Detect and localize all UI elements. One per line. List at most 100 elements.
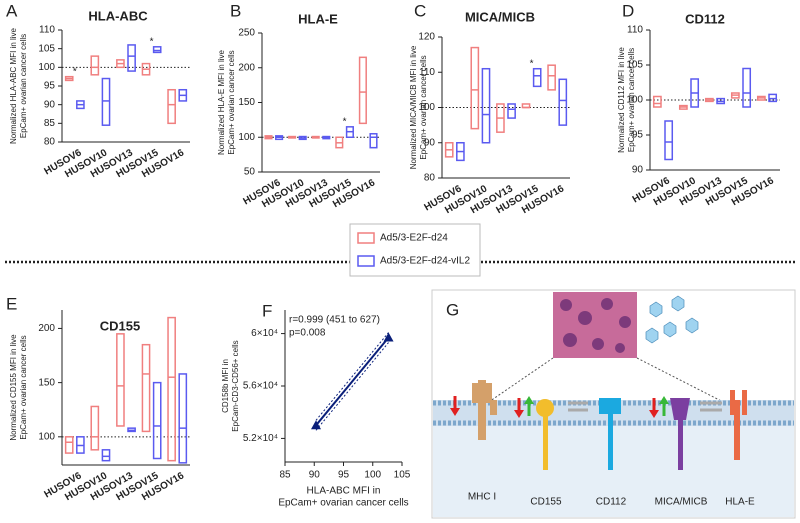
y-tick-label: 100 [238,132,255,143]
x-tick-label: 90 [309,470,321,481]
y-tick-label: 100 [626,95,643,106]
chart-title: MICA/MICB [465,9,535,24]
y-tick-label: 250 [238,28,255,39]
range-box [358,56,367,125]
panel-letter: G [446,300,459,319]
panel-letter: F [262,301,272,320]
molecule-label: CD155 [530,497,562,508]
significance-star: * [150,36,154,47]
range-box [90,405,100,451]
range-box [369,133,378,149]
range-box [116,333,125,427]
y-axis-label: Normalized MICA/MICB MFI in live [409,45,418,169]
molecule-label: MHC I [468,492,496,503]
x-tick-label: 95 [338,470,350,481]
significance-star: * [530,58,534,69]
regression-line [315,336,390,426]
y-axis-label: CD158b MFI in [221,359,230,413]
zoom-line [479,357,554,409]
hla-e [730,390,747,460]
y-tick-label: 95 [632,130,644,141]
y-tick-label: 5.6×10⁴ [243,381,278,392]
legend-swatch [357,232,375,244]
chart-title: HLA-E [298,11,338,26]
y-tick-label: 100 [38,62,55,73]
y-tick-label: 110 [39,25,55,36]
confidence-band [315,342,389,431]
y-tick-label: 6×10⁴ [251,328,278,339]
legend-swatch [357,255,375,267]
range-box [178,373,188,464]
range-box [481,67,491,144]
molecule-label: HLA-E [725,497,755,508]
range-box [507,103,516,119]
x-tick-label: 85 [279,470,291,481]
y-tick-label: 110 [419,67,435,78]
molecule-label: MICA/MICB [655,497,708,508]
range-box [532,67,542,88]
range-box [101,449,111,462]
legend-label: Ad5/3-E2F-d24 [380,233,448,244]
y-tick-label: 95 [44,81,56,92]
range-box [141,343,151,433]
range-box [127,44,136,72]
x-axis-label: EpCam+ ovarian cancer cells [278,498,408,509]
y-axis-label: EpCam-CD3-CD56+ cells [231,340,240,431]
virus-icons [645,295,699,344]
nuclei [560,298,631,353]
significance-star: * [343,116,347,127]
y-tick-label: 105 [626,60,643,71]
panel-letter: C [414,1,426,20]
y-tick-label: 105 [38,43,55,54]
molecule-label: CD112 [596,497,627,508]
y-tick-label: 200 [38,323,55,334]
y-tick-label: 120 [418,32,435,43]
y-tick-label: 150 [238,97,255,108]
y-tick-label: 150 [38,377,55,388]
cd112 [599,398,621,470]
y-tick-label: 110 [627,25,643,36]
y-tick-label: 100 [38,431,55,442]
range-box [152,46,162,54]
y-tick-label: 85 [44,118,56,129]
range-box [90,55,100,76]
x-tick-label: 105 [394,470,411,481]
y-tick-label: 90 [424,137,436,148]
y-tick-label: 90 [632,165,644,176]
panel-letter: D [622,1,634,20]
y-axis-label: EpCam+ ovarian cancer cells [419,55,428,159]
x-axis-label: HLA-ABC MFI in [307,486,381,497]
data-point [311,420,322,430]
confidence-band [315,332,389,421]
y-axis-label: EpCam+ ovarian cancer cells [19,34,28,138]
regulation-arrows [450,396,722,418]
y-tick-label: 80 [44,137,56,148]
range-box [152,381,162,460]
y-tick-label: 90 [44,99,56,110]
range-box [664,120,674,161]
y-axis-label: EpCam+ ovarian cancer cells [227,50,236,154]
panel-letter: E [6,294,17,313]
y-axis-label: Normalized CD155 MFI in live [9,334,18,441]
chart-title: CD112 [685,11,725,26]
y-axis-label: EpCam+ ovarian cancer cells [19,335,28,439]
y-tick-label: 80 [424,173,436,184]
chart-title: CD155 [100,318,140,333]
y-axis-label: Normalized CD112 MFI in live [617,47,626,153]
range-box [547,64,556,91]
cd155 [536,399,554,470]
y-tick-label: 100 [418,102,435,113]
significance-star: * [73,66,77,77]
x-tick-label: 100 [364,470,381,481]
data-point [383,332,394,342]
mhc-i [472,380,497,440]
y-tick-label: 5.2×10⁴ [243,433,278,444]
legend-label: Ad5/3-E2F-d24-vIL2 [380,256,470,267]
panel-letter: A [6,1,18,20]
range-box [742,67,752,108]
mica-micb [670,398,690,470]
range-box [167,88,176,125]
stat-annotation: p=0.008 [289,328,326,339]
chart-title: HLA-ABC [88,8,148,23]
y-tick-label: 50 [244,167,256,178]
